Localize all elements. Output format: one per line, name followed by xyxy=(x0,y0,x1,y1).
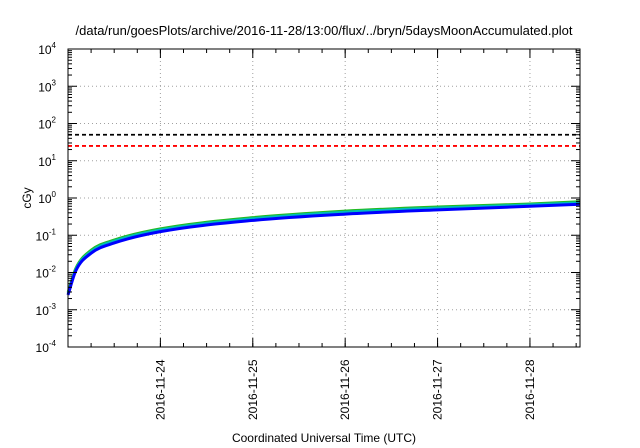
y-tick-exponent: 1 xyxy=(52,153,57,162)
y-tick-base: 10 xyxy=(38,192,52,206)
y-tick-exponent: 2 xyxy=(52,116,57,125)
y-tick-label: 10-3 xyxy=(36,302,57,318)
y-tick-exponent: 3 xyxy=(52,78,57,87)
x-tick-label: 2016-11-26 xyxy=(338,359,352,420)
y-tick-label: 104 xyxy=(38,41,56,57)
y-tick-base: 10 xyxy=(36,341,50,355)
y-axis-label: cGy xyxy=(20,187,34,208)
y-tick-base: 10 xyxy=(38,155,52,169)
y-tick-exponent: 4 xyxy=(52,41,57,50)
series-lines xyxy=(66,200,581,296)
y-tick-exponent: -1 xyxy=(49,227,57,236)
y-tick-exponent: 0 xyxy=(52,190,57,199)
x-tick-label: 2016-11-25 xyxy=(246,359,260,420)
x-tick-label: 2016-11-28 xyxy=(523,359,537,420)
x-axis-ticks: 2016-11-24 2016-11-25 2016-11-26 2016-11-27… xyxy=(67,49,577,420)
y-tick-exponent: -2 xyxy=(49,265,57,274)
y-tick-label: 10-1 xyxy=(36,227,57,243)
x-axis-label: Coordinated Universal Time (UTC) xyxy=(232,431,416,445)
y-tick-label: 101 xyxy=(38,153,56,169)
grid xyxy=(68,49,580,347)
threshold-lines xyxy=(68,133,580,147)
x-tick-label: 2016-11-27 xyxy=(431,359,445,420)
y-tick-exponent: -3 xyxy=(49,302,57,311)
y-tick-base: 10 xyxy=(38,80,52,94)
x-tick-label: 2016-11-24 xyxy=(153,359,167,420)
series-line-3 xyxy=(66,202,581,296)
y-tick-base: 10 xyxy=(36,304,50,318)
y-tick-base: 10 xyxy=(38,43,52,57)
y-tick-label: 10-2 xyxy=(36,265,57,281)
y-tick-base: 10 xyxy=(36,229,50,243)
chart-title: /data/run/goesPlots/archive/2016-11-28/1… xyxy=(76,23,573,38)
y-tick-exponent: -4 xyxy=(49,339,57,348)
y-tick-base: 10 xyxy=(36,267,50,281)
y-tick-base: 10 xyxy=(38,118,52,132)
y-tick-label: 103 xyxy=(38,78,56,94)
y-tick-label: 102 xyxy=(38,116,56,132)
y-tick-label: 10-4 xyxy=(36,339,57,355)
y-tick-label: 100 xyxy=(38,190,56,206)
